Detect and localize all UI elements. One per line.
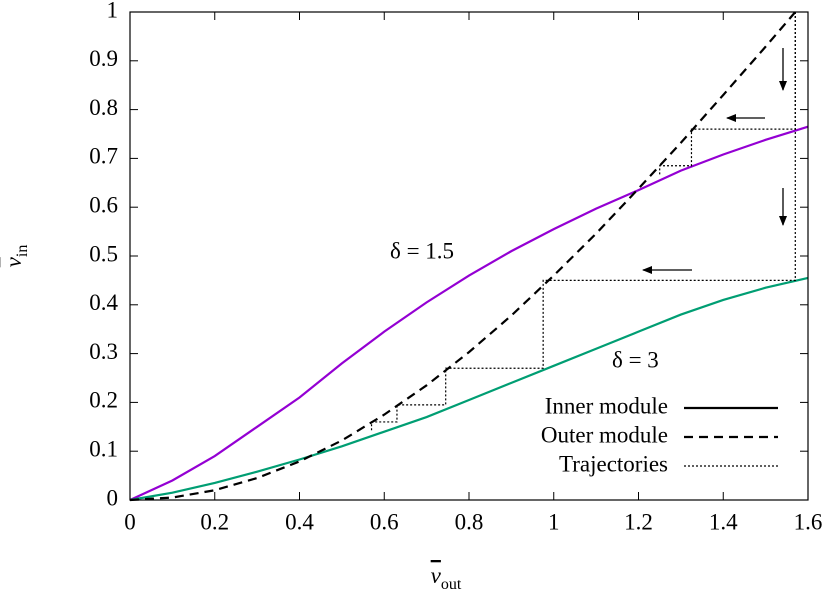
x-axis-label-subscript: out [441,576,462,593]
x-tick-label: 0.6 [370,509,399,534]
y-axis-label-subscript: in [14,245,31,257]
x-axis-label-symbol: v [431,563,442,588]
x-axis-label-text: vout [431,563,462,592]
legend-label: Inner module [545,393,668,418]
x-tick-label: 0 [124,509,136,534]
y-tick-label: 0.8 [89,95,118,120]
y-axis-label-symbol: v [1,256,26,267]
x-tick-label: 1.4 [709,509,738,534]
x-tick-label: 0.4 [285,509,314,534]
y-axis-label-text: vin [1,245,30,268]
series-line [370,12,796,432]
series-annotation: δ = 1.5 [390,238,454,263]
y-axis-label: vin [1,245,30,268]
series-line [129,125,809,501]
x-tick-label: 1.6 [794,509,823,534]
legend-label: Trajectories [559,451,668,476]
y-tick-label: 0.4 [89,290,118,315]
x-tick-label: 1 [548,509,560,534]
y-tick-label: 0.6 [89,192,118,217]
y-tick-label: 0.3 [89,339,118,364]
legend-label: Outer module [541,422,668,447]
series-annotation: δ = 3 [612,347,659,372]
plot-frame [129,11,809,501]
x-tick-label: 0.2 [200,509,229,534]
series-line [129,11,797,502]
x-axis-label: vout [431,563,462,592]
arrows [642,48,787,274]
y-tick-label: 0.7 [89,144,118,169]
y-tick-label: 1 [107,0,119,22]
series-line [129,276,809,502]
x-tick-label: 1.2 [624,509,653,534]
x-tick-label: 0.8 [455,509,484,534]
y-tick-label: 0.9 [89,46,118,71]
y-tick-label: 0.1 [89,436,118,461]
y-tick-label: 0.5 [89,241,118,266]
y-tick-label: 0 [107,485,119,510]
y-tick-label: 0.2 [89,388,118,413]
